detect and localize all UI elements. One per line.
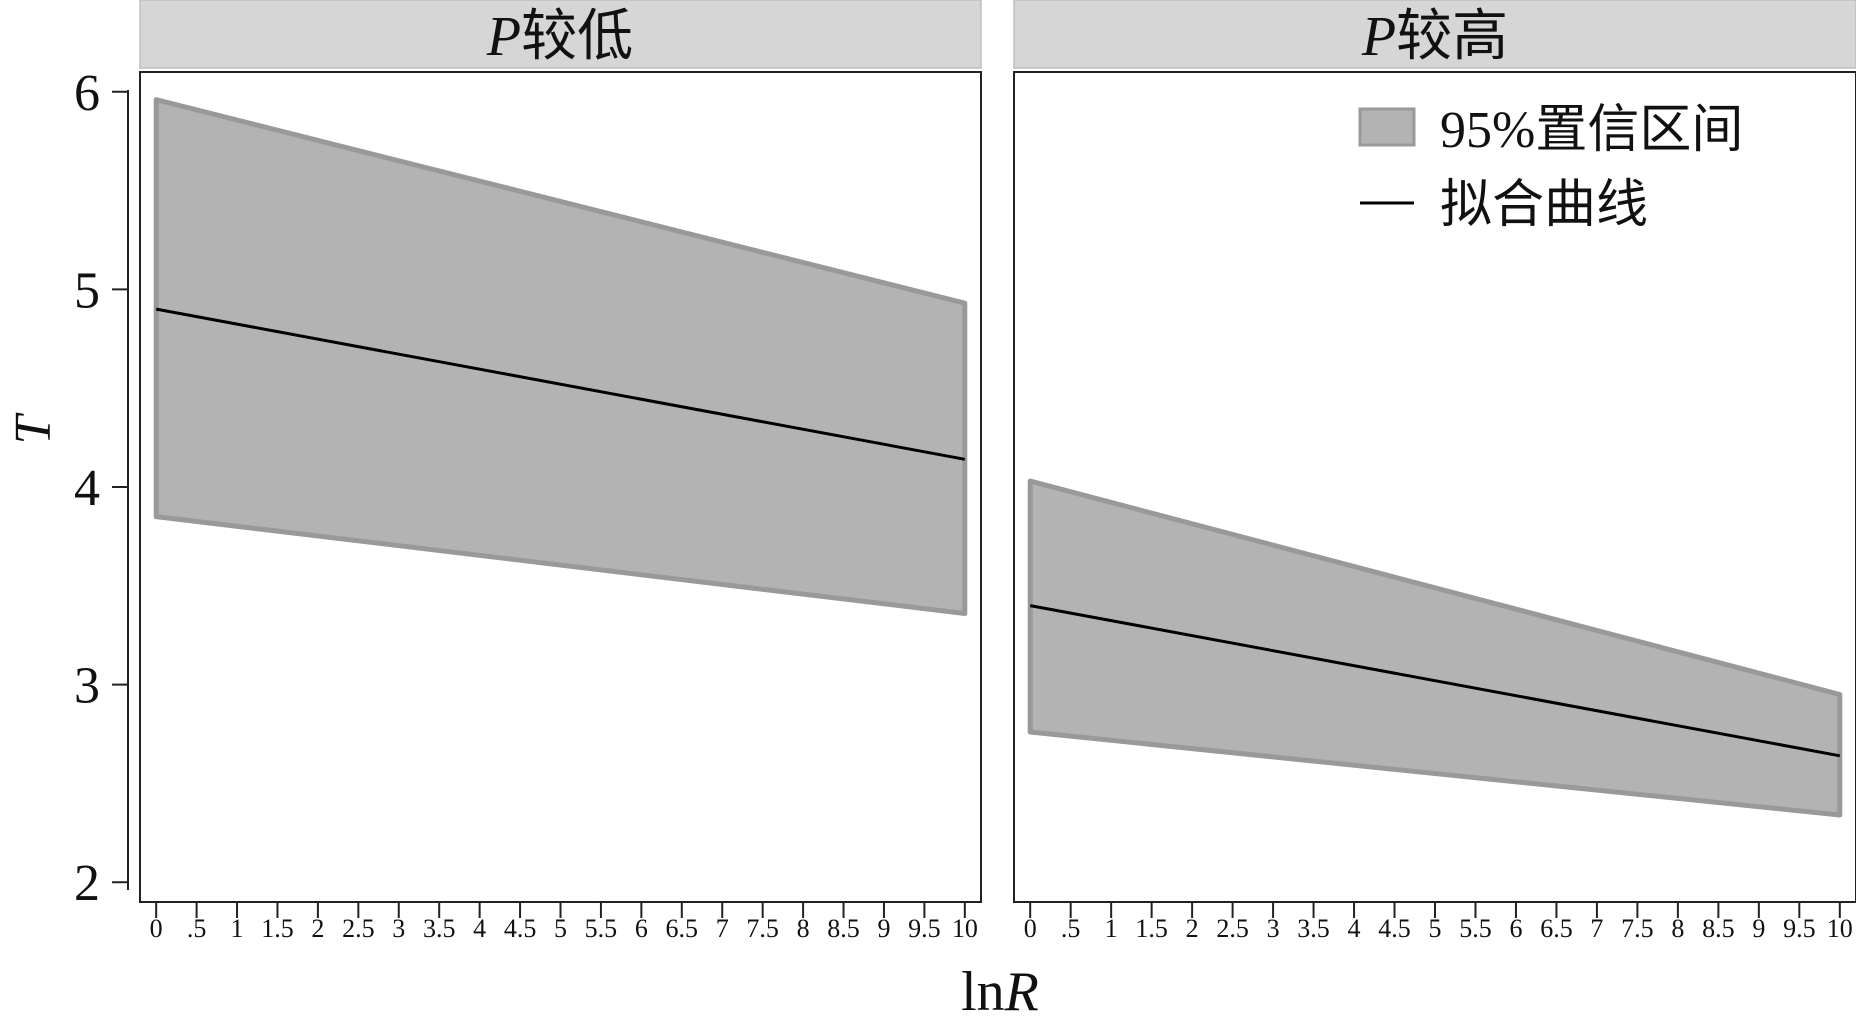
x-tick-label: 2.5 [342, 914, 375, 943]
fit-line [155, 307, 966, 461]
x-tick-label: 1.5 [1135, 914, 1168, 943]
y-tick-label: 2 [74, 855, 100, 912]
x-tick-label: 3 [392, 914, 405, 943]
x-tick-label: 7.5 [1621, 914, 1654, 943]
x-tick-label: .5 [187, 914, 207, 943]
ci-band [1027, 478, 1843, 818]
x-tick-label: 2 [311, 914, 324, 943]
x-tick-label: .5 [1061, 914, 1081, 943]
fit-line [1029, 604, 1841, 758]
x-tick-label: 3.5 [1297, 914, 1330, 943]
x-tick-label: 4 [1348, 914, 1361, 943]
x-tick-label: 1 [1105, 914, 1118, 943]
x-tick-label: 7 [716, 914, 729, 943]
x-tick-label: 10 [952, 914, 978, 943]
x-tick-label: 8.5 [827, 914, 860, 943]
x-tick-label: 5 [1429, 914, 1442, 943]
x-tick-label: 1.5 [261, 914, 294, 943]
fit-lines [155, 307, 1841, 758]
y-axis-ticks: 2 3 4 5 6 [74, 65, 128, 912]
ci-band [153, 97, 968, 616]
x-tick-label: 9.5 [908, 914, 941, 943]
x-tick-label: 4.5 [504, 914, 537, 943]
x-tick-label: 0 [150, 914, 163, 943]
x-tick-label: 6 [635, 914, 648, 943]
ci-bands [153, 97, 1843, 818]
x-tick-label: 4.5 [1378, 914, 1411, 943]
x-tick-label: 10 [1827, 914, 1853, 943]
x-tick-label: 2 [1186, 914, 1199, 943]
x-tick-label: 3.5 [423, 914, 456, 943]
x-tick-label: 4 [473, 914, 486, 943]
x-tick-label: 7 [1590, 914, 1603, 943]
panel-strip [139, 0, 982, 69]
x-tick-label: 0 [1024, 914, 1037, 943]
x-tick-label: 6 [1509, 914, 1522, 943]
legend-swatch-band [1358, 107, 1416, 147]
x-tick-label: 5.5 [1459, 914, 1492, 943]
x-tick-label: 9.5 [1783, 914, 1816, 943]
x-tick-label: 8 [797, 914, 810, 943]
x-tick-label: 1 [231, 914, 244, 943]
x-tick-label: 2.5 [1216, 914, 1249, 943]
x-tick-label: 5 [554, 914, 567, 943]
x-tick-label: 8 [1671, 914, 1684, 943]
x-tick-label: 8.5 [1702, 914, 1735, 943]
y-tick-label: 4 [74, 460, 100, 517]
x-tick-label: 9 [877, 914, 890, 943]
y-tick-label: 6 [74, 65, 100, 122]
x-axis-ticks: 0.5 1 1.5 2 2.5 3 3.5 4 4.5 5 5.5 6 6.5 7 7.5 8 8.5 9 9.5 1… [150, 902, 1853, 943]
x-tick-label: 6.5 [1540, 914, 1573, 943]
x-tick-label: 3 [1267, 914, 1280, 943]
panel-strip [1013, 0, 1856, 69]
y-tick-label: 5 [74, 262, 100, 319]
panel-title: P较低 [486, 6, 633, 68]
legend: 95%置信区间 拟合曲线 [1358, 102, 1743, 234]
x-tick-label: 5.5 [585, 914, 618, 943]
y-tick-label: 3 [74, 658, 100, 715]
x-tick-label: 6.5 [666, 914, 699, 943]
panel-title: P较高 [1361, 6, 1508, 68]
x-tick-label: 9 [1752, 914, 1765, 943]
legend-label-line: 拟合曲线 [1440, 177, 1648, 234]
x-tick-label: 7.5 [746, 914, 779, 943]
x-axis-label: lnR [961, 961, 1039, 1023]
legend-label-band: 95%置信区间 [1440, 102, 1743, 159]
y-axis-label: T [5, 412, 62, 444]
